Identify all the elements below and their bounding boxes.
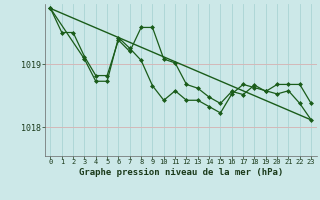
X-axis label: Graphe pression niveau de la mer (hPa): Graphe pression niveau de la mer (hPa) xyxy=(79,168,283,177)
